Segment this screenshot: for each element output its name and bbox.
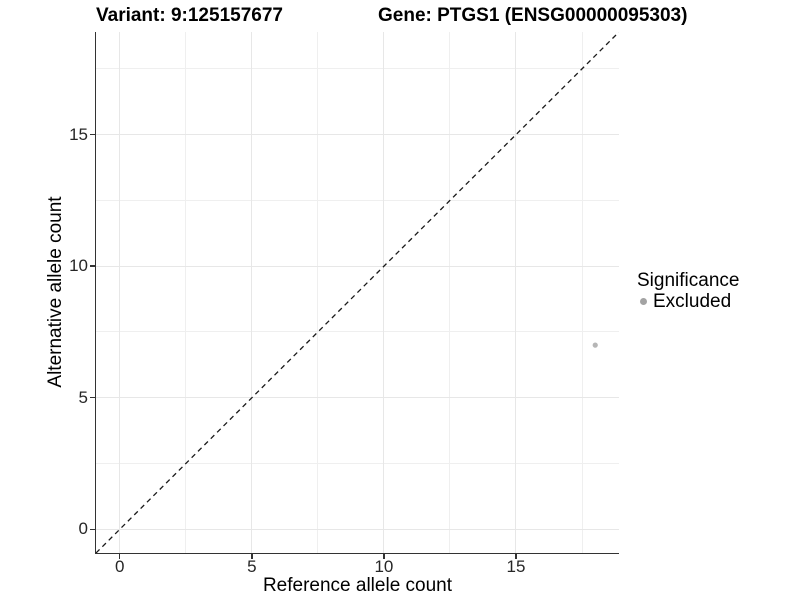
y-major-gridline — [96, 397, 619, 399]
legend-title: Significance — [637, 270, 740, 291]
x-tick-label: 10 — [374, 557, 394, 576]
y-major-gridline — [96, 134, 619, 136]
y-tick-mark — [90, 265, 95, 267]
x-major-gridline — [251, 32, 253, 553]
plot-layer — [96, 32, 619, 553]
x-axis-line — [94, 553, 620, 555]
legend-entry-label: Excluded — [653, 291, 732, 312]
x-tick-label: 0 — [115, 557, 125, 576]
y-axis-title: Alternative allele count — [45, 196, 66, 388]
data-point — [592, 342, 598, 348]
identity-dashed-line — [96, 32, 619, 553]
x-tick-mark — [515, 554, 517, 559]
x-axis-title: Reference allele count — [262, 575, 453, 596]
x-minor-gridline — [581, 32, 583, 553]
y-minor-gridline — [96, 331, 619, 333]
y-axis-line — [94, 32, 97, 555]
y-minor-gridline — [96, 68, 619, 70]
y-tick-label: 5 — [78, 387, 88, 407]
x-tick-mark — [251, 554, 253, 559]
legend: Significance Excluded — [637, 270, 739, 312]
legend-entry-excluded: Excluded — [637, 291, 739, 312]
y-major-gridline — [96, 528, 619, 530]
y-tick-mark — [90, 133, 95, 136]
x-tick-label: 15 — [506, 557, 526, 576]
x-major-gridline — [515, 32, 517, 553]
y-minor-gridline — [96, 199, 619, 201]
y-tick-label: 0 — [78, 519, 88, 539]
y-tick-mark — [90, 528, 95, 530]
y-tick-mark — [90, 397, 95, 399]
y-tick-label: 10 — [69, 256, 88, 276]
x-tick-label: 5 — [247, 557, 257, 576]
variant-title: Variant: 9:125157677 — [96, 5, 283, 26]
y-minor-gridline — [96, 463, 619, 465]
x-minor-gridline — [317, 32, 319, 553]
y-tick-label: 15 — [69, 124, 88, 144]
x-minor-gridline — [185, 32, 187, 553]
x-tick-mark — [119, 554, 121, 559]
x-major-gridline — [119, 32, 121, 553]
x-minor-gridline — [449, 32, 451, 553]
x-major-gridline — [383, 32, 385, 553]
y-major-gridline — [96, 265, 619, 267]
plot-panel — [96, 32, 619, 553]
excluded-point-icon — [640, 298, 647, 305]
x-tick-mark — [383, 554, 385, 559]
gene-title: Gene: PTGS1 (ENSG00000095303) — [378, 5, 688, 26]
